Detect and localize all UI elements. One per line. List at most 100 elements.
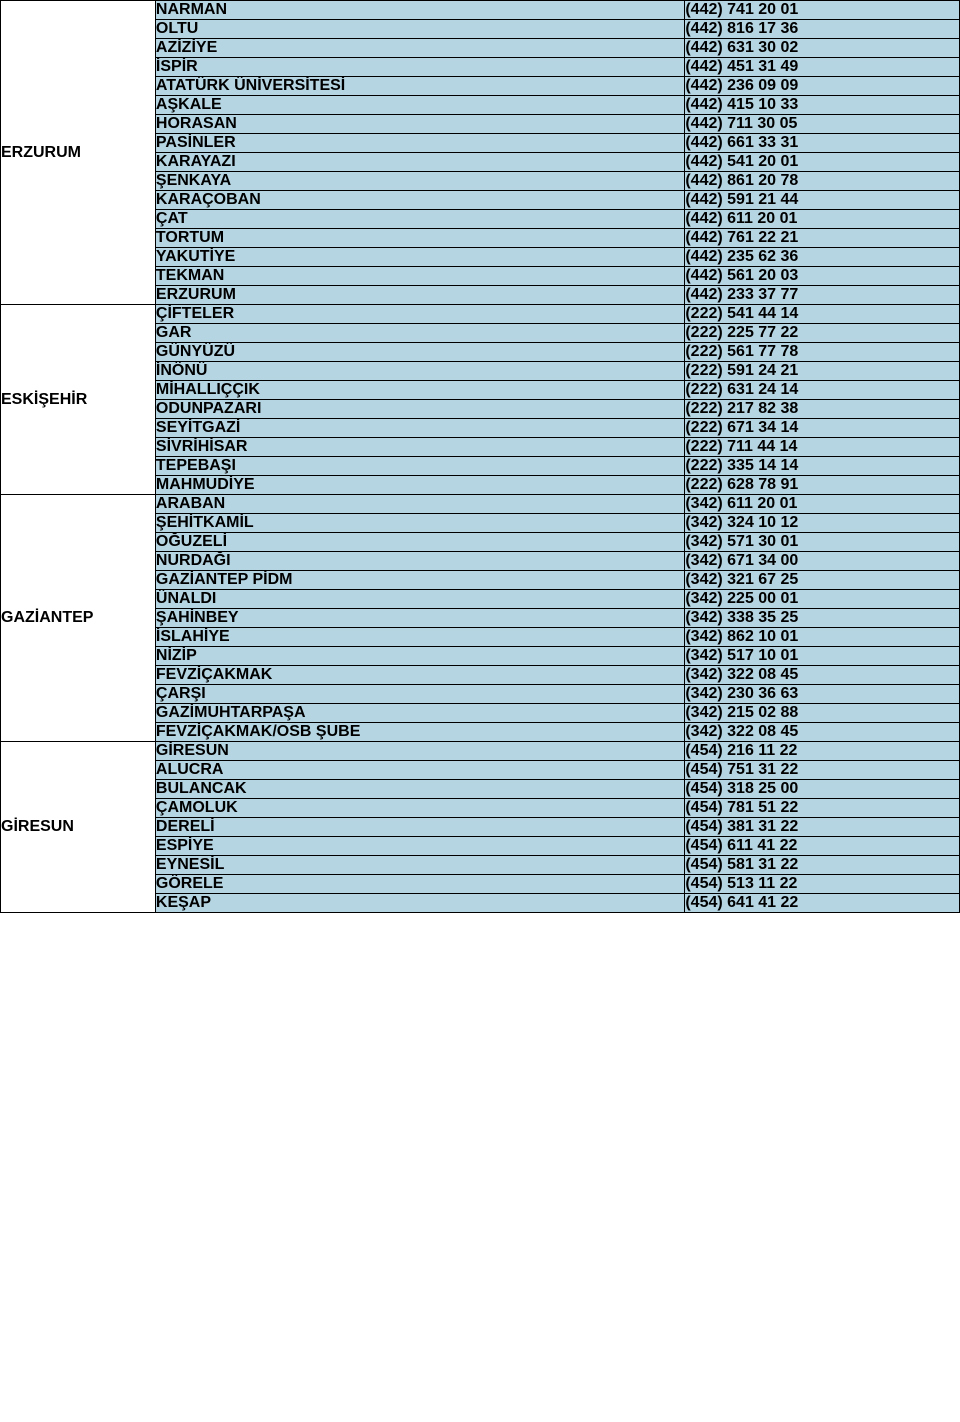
- phone-cell: (342) 321 67 25: [685, 571, 960, 590]
- phone-cell: (454) 381 31 22: [685, 818, 960, 837]
- district-cell: GAZİMUHTARPAŞA: [155, 704, 684, 723]
- page-container: ERZURUMNARMAN(442) 741 20 01OLTU(442) 81…: [0, 0, 960, 913]
- phone-cell: (442) 741 20 01: [685, 1, 960, 20]
- phone-cell: (342) 671 34 00: [685, 552, 960, 571]
- district-cell: ŞENKAYA: [155, 172, 684, 191]
- district-cell: ÇAT: [155, 210, 684, 229]
- phone-cell: (442) 541 20 01: [685, 153, 960, 172]
- district-cell: OLTU: [155, 20, 684, 39]
- phone-cell: (342) 225 00 01: [685, 590, 960, 609]
- district-cell: ÇAMOLUK: [155, 799, 684, 818]
- table-row: GAZİANTEPARABAN(342) 611 20 01: [1, 495, 960, 514]
- phone-cell: (442) 591 21 44: [685, 191, 960, 210]
- province-cell: ERZURUM: [1, 1, 156, 305]
- district-cell: NİZİP: [155, 647, 684, 666]
- district-cell: KARAYAZI: [155, 153, 684, 172]
- district-cell: YAKUTİYE: [155, 248, 684, 267]
- phone-cell: (442) 861 20 78: [685, 172, 960, 191]
- district-cell: İSLAHİYE: [155, 628, 684, 647]
- phone-cell: (442) 236 09 09: [685, 77, 960, 96]
- district-cell: MİHALLIÇÇIK: [155, 381, 684, 400]
- district-cell: NURDAĞI: [155, 552, 684, 571]
- phone-cell: (442) 235 62 36: [685, 248, 960, 267]
- district-cell: ÇARŞI: [155, 685, 684, 704]
- district-cell: GAZİANTEP PİDM: [155, 571, 684, 590]
- district-cell: DERELİ: [155, 818, 684, 837]
- phone-cell: (342) 322 08 45: [685, 723, 960, 742]
- district-cell: İSPİR: [155, 58, 684, 77]
- province-cell: ESKİŞEHİR: [1, 305, 156, 495]
- phone-cell: (442) 451 31 49: [685, 58, 960, 77]
- district-cell: ARABAN: [155, 495, 684, 514]
- phone-cell: (442) 816 17 36: [685, 20, 960, 39]
- district-cell: KEŞAP: [155, 894, 684, 913]
- phone-cell: (442) 561 20 03: [685, 267, 960, 286]
- district-cell: GÜNYÜZÜ: [155, 343, 684, 362]
- phone-cell: (342) 338 35 25: [685, 609, 960, 628]
- district-cell: GAR: [155, 324, 684, 343]
- phone-cell: (442) 611 20 01: [685, 210, 960, 229]
- directory-table: ERZURUMNARMAN(442) 741 20 01OLTU(442) 81…: [0, 0, 960, 913]
- table-row: GİRESUNGİRESUN(454) 216 11 22: [1, 742, 960, 761]
- phone-cell: (442) 761 22 21: [685, 229, 960, 248]
- phone-cell: (342) 324 10 12: [685, 514, 960, 533]
- province-cell: GİRESUN: [1, 742, 156, 913]
- district-cell: MAHMUDİYE: [155, 476, 684, 495]
- district-cell: ATATÜRK ÜNİVERSİTESİ: [155, 77, 684, 96]
- phone-cell: (222) 561 77 78: [685, 343, 960, 362]
- phone-cell: (454) 318 25 00: [685, 780, 960, 799]
- phone-cell: (222) 631 24 14: [685, 381, 960, 400]
- district-cell: ŞEHİTKAMİL: [155, 514, 684, 533]
- district-cell: ALUCRA: [155, 761, 684, 780]
- district-cell: İNÖNÜ: [155, 362, 684, 381]
- phone-cell: (442) 661 33 31: [685, 134, 960, 153]
- district-cell: ÇİFTELER: [155, 305, 684, 324]
- phone-cell: (222) 335 14 14: [685, 457, 960, 476]
- phone-cell: (454) 513 11 22: [685, 875, 960, 894]
- district-cell: TORTUM: [155, 229, 684, 248]
- phone-cell: (442) 631 30 02: [685, 39, 960, 58]
- phone-cell: (342) 322 08 45: [685, 666, 960, 685]
- phone-cell: (222) 628 78 91: [685, 476, 960, 495]
- district-cell: ERZURUM: [155, 286, 684, 305]
- phone-cell: (342) 230 36 63: [685, 685, 960, 704]
- phone-cell: (342) 517 10 01: [685, 647, 960, 666]
- table-row: ESKİŞEHİRÇİFTELER(222) 541 44 14: [1, 305, 960, 324]
- district-cell: GİRESUN: [155, 742, 684, 761]
- phone-cell: (222) 225 77 22: [685, 324, 960, 343]
- district-cell: NARMAN: [155, 1, 684, 20]
- district-cell: SEYİTGAZİ: [155, 419, 684, 438]
- district-cell: FEVZİÇAKMAK: [155, 666, 684, 685]
- district-cell: BULANCAK: [155, 780, 684, 799]
- phone-cell: (342) 862 10 01: [685, 628, 960, 647]
- district-cell: ŞAHİNBEY: [155, 609, 684, 628]
- district-cell: FEVZİÇAKMAK/OSB ŞUBE: [155, 723, 684, 742]
- phone-cell: (442) 233 37 77: [685, 286, 960, 305]
- phone-cell: (454) 581 31 22: [685, 856, 960, 875]
- phone-cell: (454) 641 41 22: [685, 894, 960, 913]
- phone-cell: (342) 215 02 88: [685, 704, 960, 723]
- district-cell: AŞKALE: [155, 96, 684, 115]
- phone-cell: (222) 217 82 38: [685, 400, 960, 419]
- district-cell: EYNESİL: [155, 856, 684, 875]
- phone-cell: (222) 711 44 14: [685, 438, 960, 457]
- district-cell: KARAÇOBAN: [155, 191, 684, 210]
- phone-cell: (442) 415 10 33: [685, 96, 960, 115]
- phone-cell: (442) 711 30 05: [685, 115, 960, 134]
- phone-cell: (454) 781 51 22: [685, 799, 960, 818]
- district-cell: SİVRİHİSAR: [155, 438, 684, 457]
- phone-cell: (222) 671 34 14: [685, 419, 960, 438]
- district-cell: AZİZİYE: [155, 39, 684, 58]
- district-cell: TEPEBAŞI: [155, 457, 684, 476]
- phone-cell: (222) 541 44 14: [685, 305, 960, 324]
- district-cell: ÜNALDI: [155, 590, 684, 609]
- district-cell: ESPİYE: [155, 837, 684, 856]
- district-cell: HORASAN: [155, 115, 684, 134]
- district-cell: OĞUZELİ: [155, 533, 684, 552]
- phone-cell: (454) 751 31 22: [685, 761, 960, 780]
- phone-cell: (454) 611 41 22: [685, 837, 960, 856]
- district-cell: PASİNLER: [155, 134, 684, 153]
- province-cell: GAZİANTEP: [1, 495, 156, 742]
- phone-cell: (342) 571 30 01: [685, 533, 960, 552]
- phone-cell: (222) 591 24 21: [685, 362, 960, 381]
